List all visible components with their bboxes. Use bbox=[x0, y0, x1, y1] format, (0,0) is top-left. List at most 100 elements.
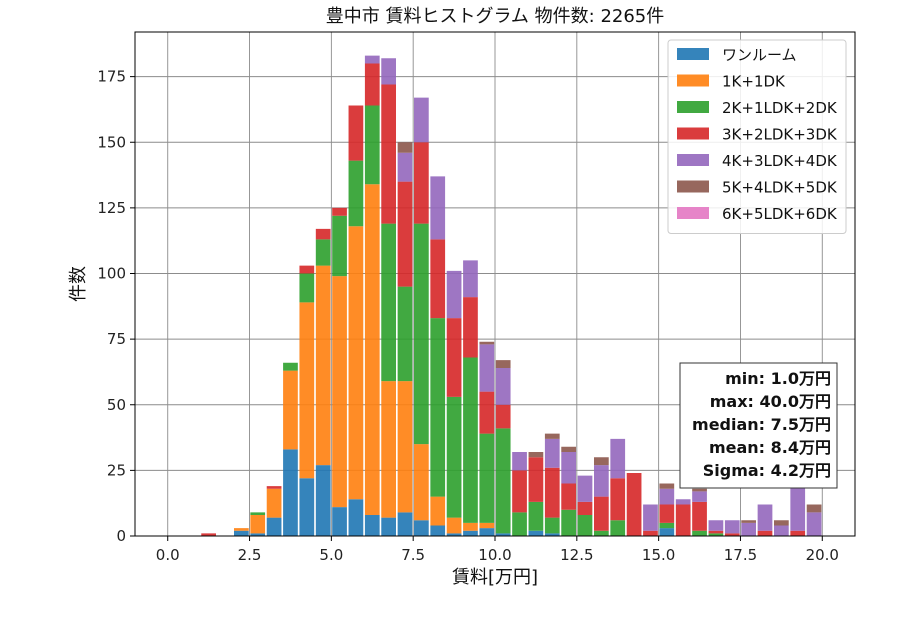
legend-label: 5K+4LDK+5DK bbox=[722, 179, 838, 197]
bar-segment bbox=[250, 515, 266, 534]
bar-segment bbox=[348, 160, 364, 227]
legend-label: 4K+3LDK+4DK bbox=[722, 152, 838, 170]
y-tick-label: 75 bbox=[107, 330, 126, 348]
bar-segment bbox=[446, 318, 462, 397]
bar-segment bbox=[315, 265, 331, 466]
bar-segment bbox=[348, 226, 364, 500]
bar-segment bbox=[364, 55, 380, 64]
bar-segment bbox=[463, 260, 478, 298]
bar-segment bbox=[724, 533, 740, 536]
bar-segment bbox=[234, 530, 249, 536]
bar-segment bbox=[774, 525, 789, 536]
bar-segment bbox=[299, 478, 315, 536]
bar-segment bbox=[544, 433, 560, 439]
x-tick-label: 12.5 bbox=[560, 546, 593, 564]
x-axis-title: 賃料[万円] bbox=[452, 567, 538, 588]
bar-segment bbox=[495, 404, 511, 429]
legend-label: 3K+2LDK+3DK bbox=[722, 126, 838, 144]
bar-segment bbox=[234, 528, 249, 531]
bar-segment bbox=[381, 223, 396, 382]
bar-segment bbox=[544, 533, 560, 536]
bar-segment bbox=[479, 433, 495, 523]
bar-segment bbox=[381, 58, 396, 85]
bar-segment bbox=[397, 181, 413, 287]
bar-segment bbox=[659, 483, 675, 489]
x-tick-label: 0.0 bbox=[156, 546, 180, 564]
bar-segment bbox=[463, 357, 478, 523]
y-axis-ticks: 0 25 50 75 100 125 150 175 bbox=[97, 68, 135, 545]
bar-segment bbox=[381, 381, 396, 518]
bar-segment bbox=[414, 97, 429, 143]
bar-segment bbox=[479, 341, 495, 345]
bar-segment bbox=[283, 370, 298, 450]
bar-segment bbox=[708, 530, 724, 534]
y-tick-label: 175 bbox=[97, 68, 126, 86]
bar-segment bbox=[594, 496, 609, 531]
x-tick-label: 17.5 bbox=[724, 546, 757, 564]
bar-segment bbox=[479, 391, 495, 434]
bar-segment bbox=[250, 533, 266, 536]
bar-segment bbox=[299, 265, 315, 274]
stats-frame bbox=[679, 362, 838, 489]
bar-segment bbox=[561, 452, 576, 484]
bar-segment bbox=[512, 470, 527, 513]
bar-segment bbox=[790, 486, 806, 531]
bar-segment bbox=[495, 360, 511, 368]
bar-segment bbox=[692, 491, 707, 502]
legend-swatch bbox=[677, 48, 709, 60]
bar-segment bbox=[512, 512, 527, 536]
bar-segment bbox=[594, 530, 609, 536]
y-tick-label: 50 bbox=[107, 396, 126, 414]
bar-segment bbox=[381, 84, 396, 224]
bar-segment bbox=[414, 223, 429, 445]
legend-swatch bbox=[677, 207, 709, 219]
bar-segment bbox=[757, 530, 773, 536]
bar-segment bbox=[446, 533, 462, 536]
bar-segment bbox=[266, 517, 282, 536]
stats-line: Sigma: 4.2万円 bbox=[703, 461, 831, 480]
bar-segment bbox=[283, 449, 298, 536]
legend-swatch bbox=[677, 180, 709, 193]
bar-segment bbox=[266, 488, 282, 518]
bar-segment bbox=[610, 438, 626, 479]
bar-segment bbox=[610, 478, 626, 521]
legend-swatch bbox=[677, 127, 709, 140]
bar-segment bbox=[364, 63, 380, 106]
bar-segment bbox=[479, 522, 495, 529]
stats-line: min: 1.0万円 bbox=[725, 369, 831, 388]
bar-segment bbox=[659, 504, 675, 523]
bar-segment bbox=[577, 501, 593, 515]
bar-segment bbox=[544, 517, 560, 534]
bar-segment bbox=[561, 509, 576, 536]
bar-segment bbox=[348, 105, 364, 161]
bar-segment bbox=[659, 488, 675, 505]
bar-segment bbox=[315, 228, 331, 240]
legend-swatch bbox=[677, 101, 709, 113]
legend-label: 2K+1LDK+2DK bbox=[722, 99, 838, 117]
bar-segment bbox=[495, 368, 511, 405]
x-tick-label: 10.0 bbox=[478, 546, 511, 564]
bar-segment bbox=[643, 504, 658, 531]
bar-segment bbox=[561, 483, 576, 510]
bar-segment bbox=[364, 105, 380, 185]
bar-segment bbox=[446, 270, 462, 319]
bar-segment bbox=[610, 520, 626, 536]
y-tick-label: 125 bbox=[97, 199, 126, 217]
x-axis-ticks: 0.0 2.5 5.0 7.5 10.0 12.5 15.0 17.5 20.0 bbox=[156, 536, 839, 564]
legend-label: 6K+5LDK+6DK bbox=[722, 205, 838, 223]
x-tick-label: 7.5 bbox=[401, 546, 425, 564]
y-axis-title: 件数 bbox=[68, 266, 89, 302]
y-tick-label: 150 bbox=[97, 133, 126, 151]
bar-segment bbox=[430, 496, 446, 526]
bar-segment bbox=[594, 457, 609, 466]
bar-segment bbox=[741, 522, 756, 536]
bar-segment bbox=[724, 520, 740, 534]
bar-segment bbox=[512, 452, 527, 471]
bar-segment bbox=[692, 501, 707, 531]
chart-title: 豊中市 賃料ヒストグラム 物件数: 2265件 bbox=[326, 6, 665, 27]
bar-segment bbox=[332, 507, 347, 536]
y-tick-label: 0 bbox=[116, 527, 126, 545]
bar-segment bbox=[463, 522, 478, 531]
bar-segment bbox=[397, 381, 413, 513]
bar-segment bbox=[594, 465, 609, 497]
